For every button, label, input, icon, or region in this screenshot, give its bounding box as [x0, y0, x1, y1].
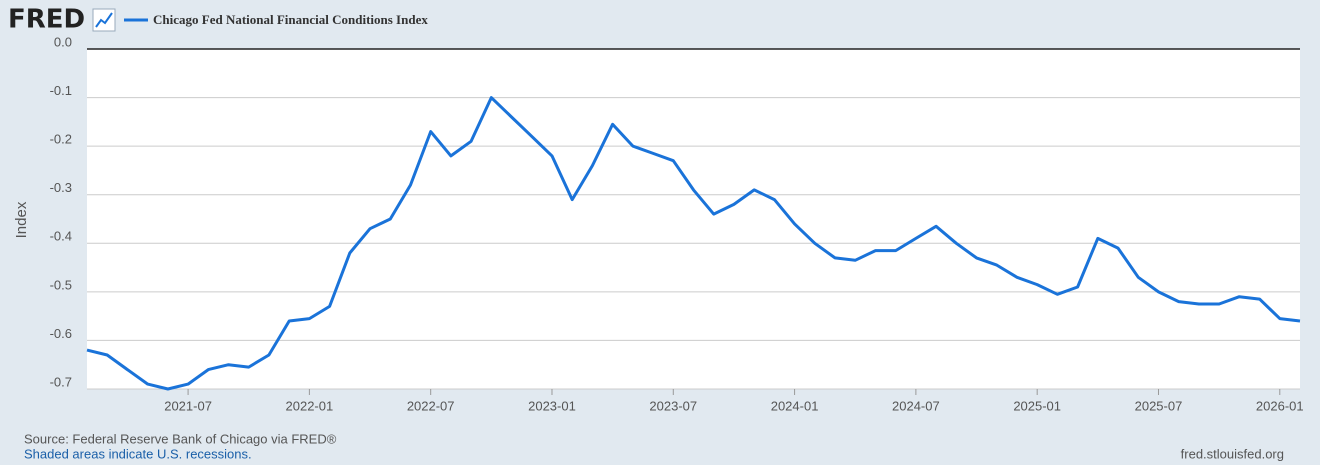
x-tick-label: 2025-01 — [1013, 398, 1061, 413]
x-tick-label: 2025-07 — [1135, 398, 1183, 413]
logo: FRED — [8, 5, 85, 35]
recession-note: Shaded areas indicate U.S. recessions. — [24, 446, 252, 461]
y-tick-label: -0.4 — [50, 229, 72, 244]
x-tick-label: 2023-07 — [649, 398, 697, 413]
x-tick-label: 2023-01 — [528, 398, 576, 413]
x-tick-label: 2026-01 — [1256, 398, 1304, 413]
site: fred.stlouisfed.org — [1181, 446, 1284, 461]
y-tick-label: -0.3 — [50, 180, 72, 195]
y-tick-label: 0.0 — [54, 34, 72, 49]
logo-icon — [92, 8, 116, 32]
y-tick-label: -0.7 — [50, 374, 72, 389]
plot-area — [87, 49, 1300, 389]
x-tick-label: 2022-01 — [286, 398, 334, 413]
y-tick-label: -0.6 — [50, 326, 72, 341]
legend-label: Chicago Fed National Financial Condition… — [153, 12, 428, 27]
x-tick-label: 2024-01 — [771, 398, 819, 413]
x-tick-label: 2021-07 — [164, 398, 212, 413]
y-tick-label: -0.1 — [50, 83, 72, 98]
y-axis-label: Index — [13, 201, 30, 238]
x-tick-label: 2022-07 — [407, 398, 455, 413]
source: Source: Federal Reserve Bank of Chicago … — [24, 431, 337, 446]
y-tick-label: -0.5 — [50, 277, 72, 292]
data-line — [86, 96, 1301, 391]
x-tick-label: 2024-07 — [892, 398, 940, 413]
y-tick-label: -0.2 — [50, 132, 72, 147]
